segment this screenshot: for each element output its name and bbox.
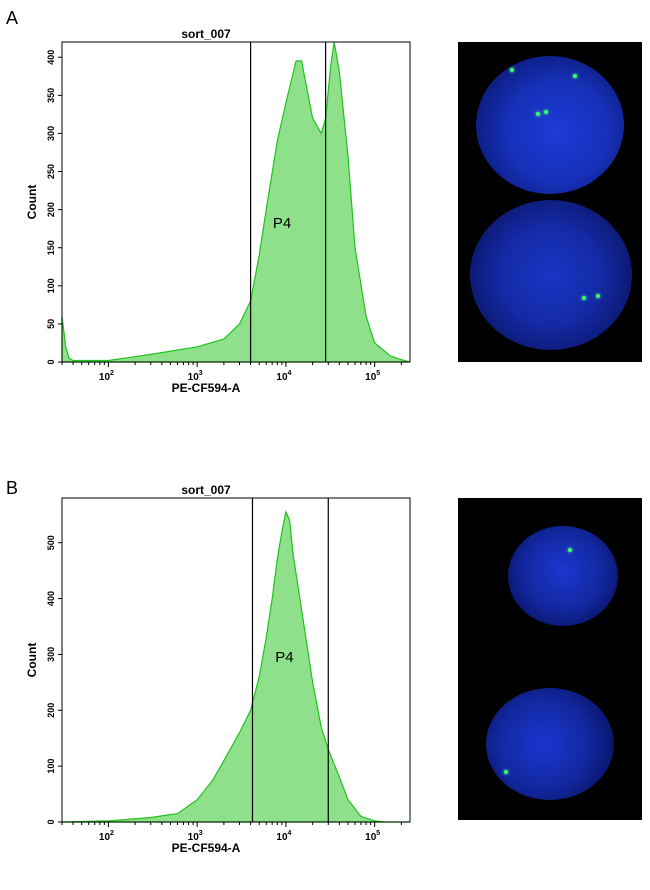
panel-letter: B — [6, 478, 19, 498]
gate-label: P4 — [273, 215, 291, 232]
fish-signal-dot — [568, 548, 572, 552]
nucleus — [470, 200, 632, 350]
x-axis-label: PE-CF594-A — [172, 381, 241, 395]
x-tick-label: 104 — [276, 370, 291, 383]
micrograph-a — [458, 42, 642, 362]
x-tick-label: 104 — [276, 830, 291, 843]
x-axis-label: PE-CF594-A — [172, 841, 241, 855]
y-tick-label: 400 — [46, 50, 56, 65]
y-tick-label: 300 — [46, 126, 56, 141]
x-tick-label: 102 — [99, 370, 114, 383]
x-tick-label: 105 — [365, 370, 380, 383]
histogram-area — [61, 41, 411, 363]
fish-signal-dot — [544, 110, 548, 114]
y-tick-label: 350 — [46, 88, 56, 103]
y-tick-label: 200 — [46, 703, 56, 718]
plot-frame — [61, 497, 411, 823]
fish-signal-dot — [504, 770, 508, 774]
x-tick-label: 102 — [99, 830, 114, 843]
panel-letter: A — [6, 8, 19, 28]
plot-frame — [61, 41, 411, 363]
micrograph-b — [458, 498, 642, 820]
y-tick-label: 250 — [46, 164, 56, 179]
chart-title: sort_007 — [181, 27, 231, 41]
y-tick-label: 300 — [46, 647, 56, 662]
fish-signal-dot — [596, 294, 600, 298]
y-axis-label: Count — [25, 185, 39, 220]
y-axis-label: Count — [25, 643, 39, 678]
y-tick-label: 200 — [46, 202, 56, 217]
y-tick-label: 400 — [46, 591, 56, 606]
y-tick-label: 50 — [46, 319, 56, 329]
histogram-chart-a: sort_007 P4 0 50 100 150 200 250 300 350 400 Count 1… — [25, 27, 411, 395]
y-tick-label: 0 — [46, 819, 56, 824]
y-tick-label: 500 — [46, 535, 56, 550]
nucleus — [508, 526, 618, 626]
panel-b: B sort_007 P4 0 100 200 300 400 500 Count 102 103 1… — [0, 470, 650, 890]
x-tick-label: 105 — [365, 830, 380, 843]
fish-signal-dot — [510, 68, 514, 72]
panel-a: A sort_007 P4 0 50 100 150 200 250 300 350 400 Coun… — [0, 0, 650, 420]
histogram-area — [61, 510, 410, 823]
nucleus — [476, 56, 624, 194]
gate-label: P4 — [275, 649, 293, 666]
fish-signal-dot — [582, 296, 586, 300]
y-tick-label: 100 — [46, 278, 56, 293]
nucleus — [486, 688, 614, 800]
y-tick-label: 100 — [46, 759, 56, 774]
fish-signal-dot — [573, 74, 577, 78]
y-tick-label: 0 — [46, 359, 56, 364]
y-tick-label: 150 — [46, 240, 56, 255]
fish-signal-dot — [536, 112, 540, 116]
chart-title: sort_007 — [181, 483, 231, 497]
